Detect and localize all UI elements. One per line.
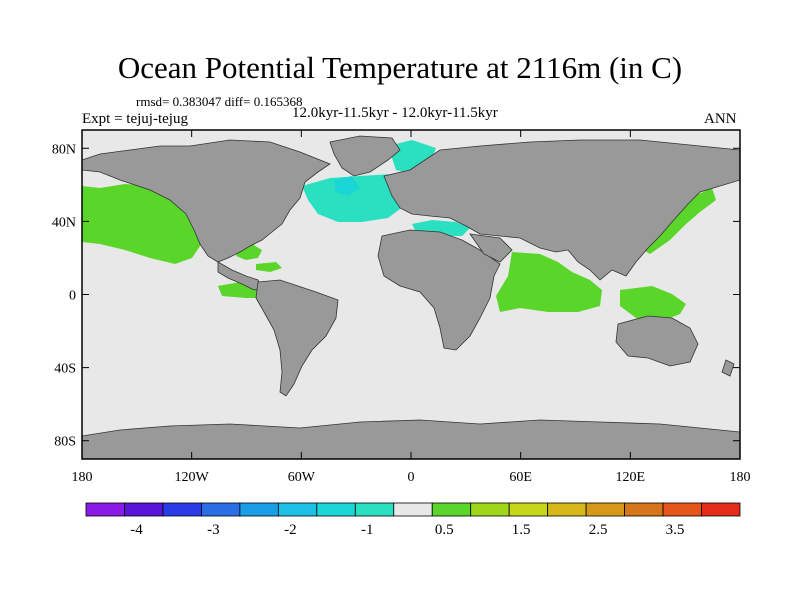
colorbar-swatch [624,502,664,517]
labrador-sea-cool [334,176,360,196]
colorbar-swatch [547,502,587,517]
stats-text: rmsd= 0.383047 diff= 0.165368 [136,94,303,109]
north-atlantic-cool [302,174,410,222]
colorbar-swatch [508,502,549,517]
colorbar-swatch [124,502,164,517]
season-label: ANN [704,111,737,127]
y-axis: 80N 40N 0 40S 80S [52,142,740,450]
indian-ocean-warm [496,252,602,312]
x-tick-label: 120E [616,470,646,485]
colorbar-swatch [470,502,510,517]
period-text: 12.0kyr-11.5kyr - 12.0kyr-11.5kyr [292,105,498,121]
x-axis: 180 120W 60W 0 60E 120E 180 [72,130,751,485]
x-tick-label: 120W [175,470,210,485]
colorbar-swatch [239,502,279,517]
x-tick-label: 60E [509,470,532,485]
x-tick-label: 180 [72,470,93,485]
y-tick-label: 40N [52,215,76,230]
colorbar-swatch [662,502,702,517]
south-america-land [255,279,339,397]
arabia-land [469,233,513,263]
australia-land [615,315,699,367]
colorbar-swatch [162,502,202,517]
antarctica-land [82,419,740,459]
colorbar-swatch [431,502,472,517]
north-america-land [82,139,331,263]
map-title: Ocean Potential Temperature at 2116m (in… [117,50,683,85]
land-mask [82,135,740,459]
maritime-continent-warm [620,286,686,322]
new-zealand-land [721,359,735,377]
colorbar-swatch [201,502,241,517]
colorbar-swatch [277,502,318,517]
africa-land [377,229,501,351]
colorbar-swatch [585,502,625,517]
colorbar-swatch [85,502,125,517]
x-tick-label: 0 [408,470,415,485]
colorbar-label: 2.5 [589,522,608,538]
caribbean-warm-2 [256,262,282,272]
x-tick-label: 180 [730,470,751,485]
colorbar-label: 3.5 [666,522,685,538]
colorbar-label: 0.5 [435,522,454,538]
y-tick-label: 80N [52,142,76,157]
x-tick-label: 60W [288,470,316,485]
y-tick-label: 40S [54,362,76,377]
y-tick-label: 0 [69,289,76,304]
colorbar-swatch [393,502,433,517]
greenland-land [329,135,401,177]
y-tick-label: 80S [54,435,76,450]
eurasia-land [383,139,740,281]
colorbar-label: 1.5 [512,522,531,538]
experiment-label: Expt = tejuj-tejug [82,111,188,127]
colorbar-label: -3 [207,522,220,538]
colorbar-label: -2 [284,522,297,538]
colorbar: -4 -3 -2 -1 0.5 1.5 2.5 3.5 [85,502,741,538]
colorbar-label: -1 [361,522,374,538]
colorbar-swatch [701,502,741,517]
colorbar-swatch [354,502,395,517]
colorbar-swatch [316,502,356,517]
colorbar-label: -4 [130,522,143,538]
